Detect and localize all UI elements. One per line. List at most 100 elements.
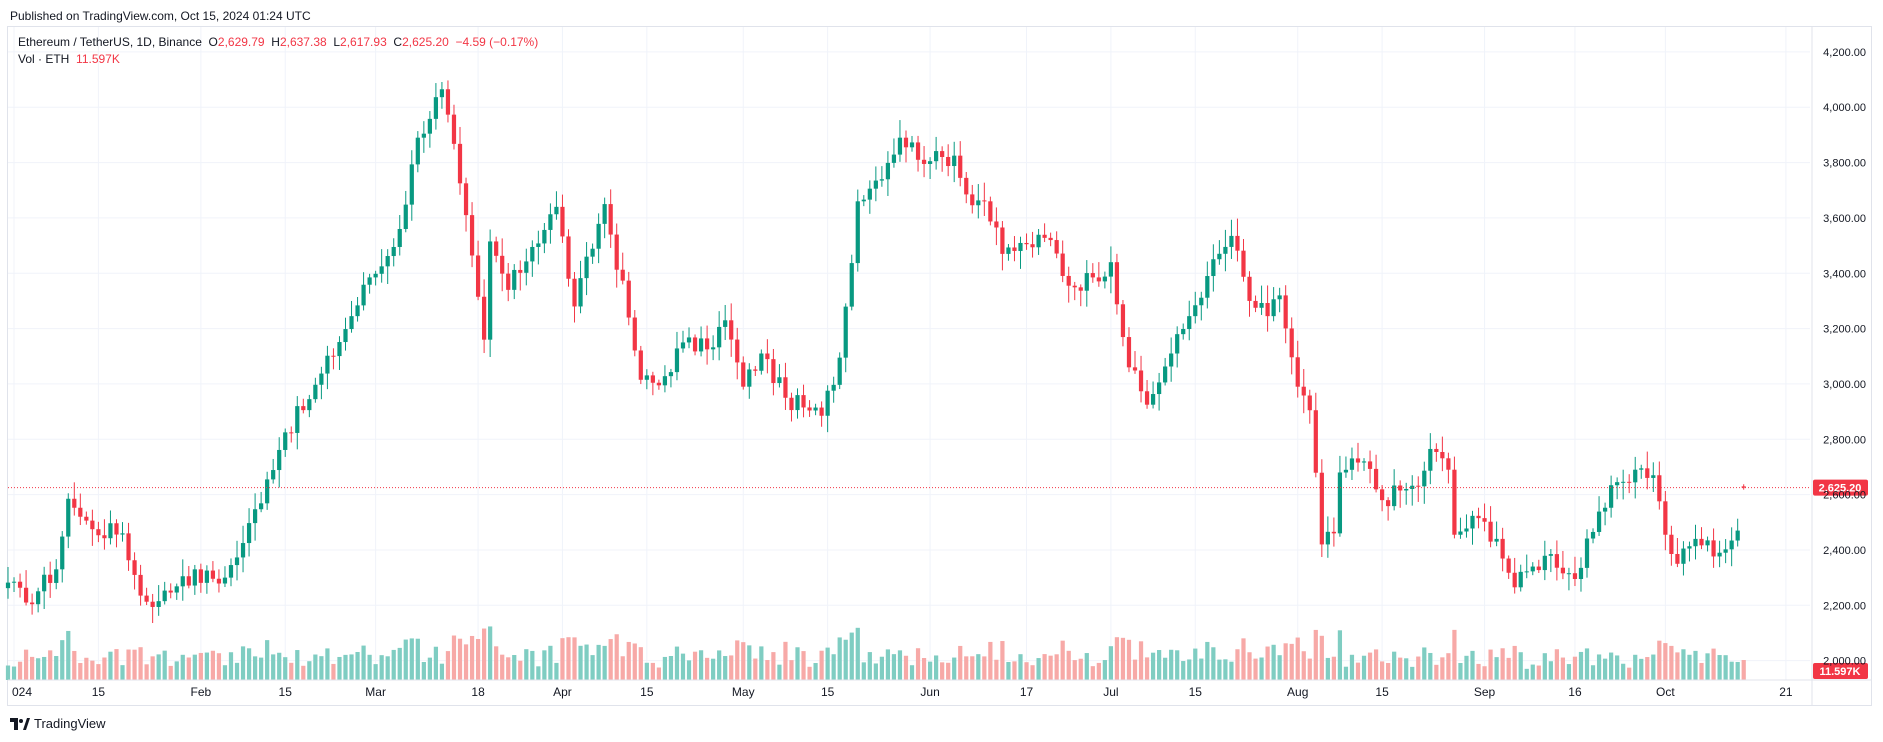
candle-body (698, 338, 704, 352)
candle-body (1584, 538, 1590, 568)
volume-bar (530, 650, 535, 680)
volume-bar (1657, 640, 1662, 680)
candle-body (560, 206, 565, 237)
volume-bar (1476, 663, 1481, 680)
volume-bar (17, 661, 23, 680)
candle-body (741, 362, 746, 387)
candle-body (494, 241, 499, 256)
volume-bar (1307, 658, 1312, 680)
volume-bar (861, 662, 866, 680)
candle-body (934, 151, 939, 162)
volume-bar (343, 654, 348, 680)
volume-bar (1355, 662, 1361, 680)
volume-bar (819, 650, 824, 680)
x-tick-label: Feb (191, 685, 212, 699)
volume-bar (457, 638, 463, 680)
volume-bar (825, 647, 830, 680)
candle-body (277, 449, 282, 471)
y-tick-label: 2,800.00 (1823, 434, 1866, 446)
candle-body (1422, 470, 1427, 487)
x-tick-label: Mar (365, 685, 386, 699)
volume-bar (397, 647, 402, 680)
volume-label[interactable]: Vol · ETH (18, 52, 70, 66)
candle-body (1506, 558, 1511, 573)
volume-bar (325, 648, 330, 680)
volume-bar (771, 652, 776, 680)
candle-body (1012, 247, 1017, 251)
candle-body (367, 277, 372, 285)
volume-bar (952, 657, 957, 680)
volume-bar (1108, 646, 1114, 680)
volume-bar (283, 657, 288, 680)
candle-body (1090, 273, 1095, 278)
volume-bar (1042, 654, 1047, 680)
volume-bar (1006, 662, 1011, 680)
candle-body (1006, 247, 1011, 254)
candle-body (469, 215, 475, 256)
volume-bar (982, 656, 987, 680)
candle-body (620, 269, 625, 281)
volume-bar (252, 656, 258, 680)
candle-body (96, 529, 101, 536)
volume-bar (765, 660, 770, 680)
volume-bar (379, 655, 384, 680)
candle-body (1494, 538, 1499, 542)
candle-body (1470, 515, 1475, 529)
candle-body (1711, 540, 1716, 557)
candle-body (265, 479, 270, 504)
volume-bar (1313, 629, 1318, 680)
candle-body (1325, 531, 1330, 545)
volume-bar (801, 651, 806, 680)
candle-body (518, 269, 523, 273)
volume-bar (1223, 659, 1228, 680)
volume-bar (1428, 652, 1433, 680)
candle-body (488, 241, 493, 340)
volume-bar (500, 654, 505, 680)
candle-body (1349, 458, 1355, 470)
volume-bar (560, 638, 565, 680)
volume-bar (729, 655, 734, 680)
candle-body (349, 316, 354, 330)
volume-bar (482, 628, 487, 680)
axes: 2,000.00 2,200.00 2,400.00 2,600.00 2,800.00… (8, 27, 1872, 706)
x-tick-label: Aug (1287, 685, 1308, 699)
volume-bar (1566, 664, 1572, 680)
volume-bar (698, 650, 704, 680)
volume-bar (1175, 650, 1180, 680)
chart-frame[interactable] (7, 26, 1872, 706)
volume-bar (29, 656, 35, 680)
volume-bar (1693, 650, 1698, 680)
candle-body (970, 194, 975, 206)
volume-bar (994, 659, 999, 680)
volume-bar (970, 656, 975, 680)
volume-bar (1548, 661, 1553, 680)
volume-bar (210, 650, 216, 680)
candle-body (186, 576, 191, 586)
candle-body (397, 228, 402, 247)
candle-body (867, 188, 872, 200)
candle-body (1373, 468, 1379, 490)
volume-bar (114, 649, 119, 680)
open-value: 2,629.79 (217, 35, 265, 49)
candle-body (1386, 500, 1391, 507)
candle-body (536, 243, 541, 247)
candle-body (150, 601, 155, 607)
volume-bar (927, 661, 933, 680)
y-tick-label: 4,200.00 (1823, 47, 1866, 59)
candle-body (1367, 461, 1373, 469)
x-tick-label: 15 (821, 685, 835, 699)
volume-bar (138, 647, 143, 680)
candle-body (958, 155, 963, 178)
footer-brand[interactable]: TradingView (10, 716, 106, 731)
candle-body (1729, 540, 1734, 550)
volume-bar (240, 646, 246, 680)
symbol-title[interactable]: Ethereum / TetherUS, 1D, Binance (18, 35, 202, 49)
candle-body (735, 339, 740, 363)
volume-bar (1078, 658, 1083, 680)
candle-body (475, 255, 481, 297)
x-tick-label: 15 (1189, 685, 1203, 699)
volume-bar (475, 638, 481, 680)
volume-bar (1132, 659, 1138, 680)
volume-bar (1488, 649, 1493, 680)
